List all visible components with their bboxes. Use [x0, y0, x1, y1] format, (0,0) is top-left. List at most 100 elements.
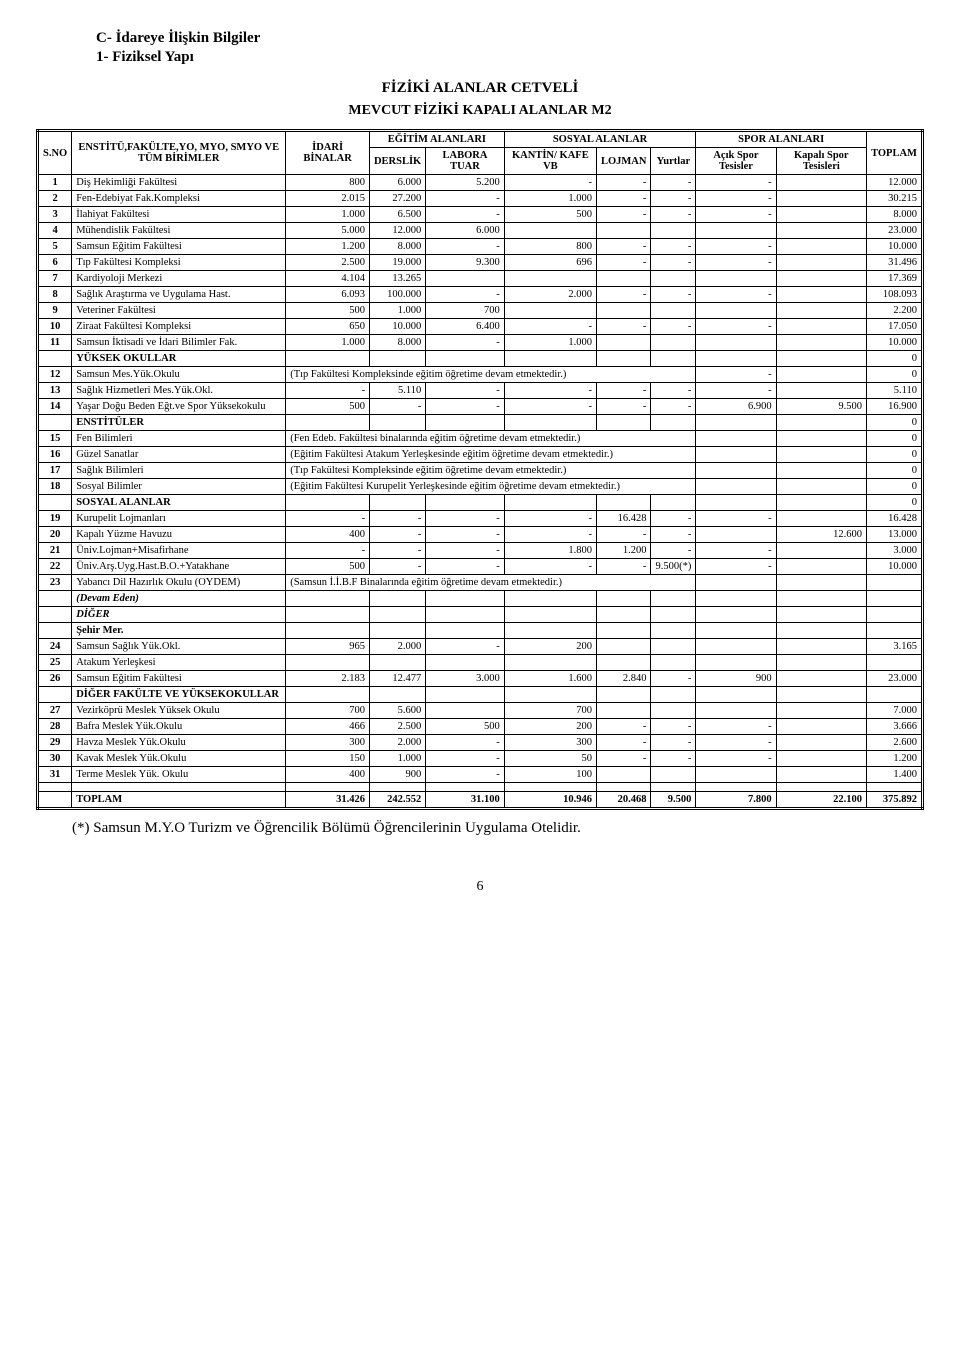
- row-cell: [776, 719, 866, 735]
- row-cell: -: [651, 671, 696, 687]
- section-label: SOSYAL ALANLAR: [72, 495, 286, 511]
- row-cell: [776, 703, 866, 719]
- section-label: (Devam Eden): [72, 591, 286, 607]
- row-note: (Fen Edeb. Fakültesi binalarında eğitim …: [286, 431, 696, 447]
- row-cell: 500: [286, 559, 370, 575]
- row-cell: 2.500: [286, 255, 370, 271]
- row-cell: -: [651, 751, 696, 767]
- row-cell: -: [596, 719, 651, 735]
- row-cell: 2.600: [867, 735, 923, 751]
- row-cell: [651, 271, 696, 287]
- row-cell: 1.600: [504, 671, 596, 687]
- row-no: [38, 495, 72, 511]
- row-no: [38, 351, 72, 367]
- row-cell: -: [286, 383, 370, 399]
- row-cell: [696, 223, 776, 239]
- total-cell: 375.892: [867, 792, 923, 809]
- row-cell: 5.110: [867, 383, 923, 399]
- row-cell: [867, 607, 923, 623]
- row-cell: [867, 575, 923, 591]
- row-cell: -: [596, 735, 651, 751]
- row-name: Samsun Eğitim Fakültesi: [72, 239, 286, 255]
- row-cell: [426, 271, 505, 287]
- table-row: 20Kapalı Yüzme Havuzu400-----12.60013.00…: [38, 527, 923, 543]
- row-cell: [776, 559, 866, 575]
- row-cell: [286, 591, 370, 607]
- row-cell: [776, 543, 866, 559]
- row-no: 25: [38, 655, 72, 671]
- row-cell: [651, 223, 696, 239]
- data-table: S.NO ENSTİTÜ,FAKÜLTE,YO, MYO, SMYO VE TÜ…: [36, 129, 924, 810]
- row-cell: [867, 623, 923, 639]
- row-cell: -: [426, 767, 505, 783]
- row-cell: [596, 223, 651, 239]
- row-no: [38, 687, 72, 703]
- row-cell: -: [696, 511, 776, 527]
- row-cell: 6.093: [286, 287, 370, 303]
- row-cell: [596, 271, 651, 287]
- row-cell: 0: [867, 351, 923, 367]
- row-cell: [504, 303, 596, 319]
- row-cell: [651, 703, 696, 719]
- row-cell: [696, 351, 776, 367]
- col-idari: İDARİ BİNALAR: [286, 131, 370, 175]
- row-cell: [596, 655, 651, 671]
- row-cell: [369, 623, 425, 639]
- row-cell: -: [504, 399, 596, 415]
- row-cell: [696, 783, 776, 792]
- section-row: ENSTİTÜLER0: [38, 415, 923, 431]
- row-cell: -: [596, 239, 651, 255]
- row-cell: [504, 783, 596, 792]
- table-title: FİZİKİ ALANLAR CETVELİ: [36, 80, 924, 97]
- row-name: Vezirköprü Meslek Yüksek Okulu: [72, 703, 286, 719]
- row-cell: [651, 591, 696, 607]
- row-no: 12: [38, 367, 72, 383]
- row-cell: -: [596, 287, 651, 303]
- row-cell: -: [426, 335, 505, 351]
- col-lojman: LOJMAN: [596, 148, 651, 175]
- row-cell: 5.200: [426, 175, 505, 191]
- row-cell: 30.215: [867, 191, 923, 207]
- row-cell: -: [426, 239, 505, 255]
- row-cell: -: [696, 207, 776, 223]
- row-cell: [776, 239, 866, 255]
- row-cell: 500: [504, 207, 596, 223]
- row-cell: 800: [286, 175, 370, 191]
- section-row: DİĞER FAKÜLTE VE YÜKSEKOKULLAR: [38, 687, 923, 703]
- row-cell: 9.300: [426, 255, 505, 271]
- row-cell: [596, 415, 651, 431]
- row-cell: [651, 687, 696, 703]
- table-row: 1Diş Hekimliği Fakültesi8006.0005.200---…: [38, 175, 923, 191]
- row-cell: 12.600: [776, 527, 866, 543]
- row-cell: 150: [286, 751, 370, 767]
- row-cell: -: [596, 527, 651, 543]
- row-cell: [596, 767, 651, 783]
- row-cell: 16.428: [596, 511, 651, 527]
- row-cell: 10.000: [867, 335, 923, 351]
- row-cell: 200: [504, 639, 596, 655]
- row-no: [38, 591, 72, 607]
- row-cell: [776, 511, 866, 527]
- row-cell: 0: [867, 463, 923, 479]
- row-cell: -: [651, 399, 696, 415]
- row-no: 5: [38, 239, 72, 255]
- row-cell: 5.000: [286, 223, 370, 239]
- row-cell: -: [696, 383, 776, 399]
- row-cell: -: [596, 559, 651, 575]
- row-cell: 1.200: [596, 543, 651, 559]
- row-cell: -: [286, 543, 370, 559]
- row-cell: 9.500: [776, 399, 866, 415]
- row-name: İlahiyat Fakültesi: [72, 207, 286, 223]
- row-cell: [286, 783, 370, 792]
- table-row: 29Havza Meslek Yük.Okulu3002.000-300---2…: [38, 735, 923, 751]
- row-cell: 200: [504, 719, 596, 735]
- row-cell: [651, 783, 696, 792]
- row-cell: [596, 687, 651, 703]
- row-cell: [867, 783, 923, 792]
- row-cell: -: [426, 287, 505, 303]
- col-yurtlar: Yurtlar: [651, 148, 696, 175]
- row-no: 14: [38, 399, 72, 415]
- table-row: 24Samsun Sağlık Yük.Okl.9652.000-2003.16…: [38, 639, 923, 655]
- row-cell: -: [426, 191, 505, 207]
- row-cell: [696, 703, 776, 719]
